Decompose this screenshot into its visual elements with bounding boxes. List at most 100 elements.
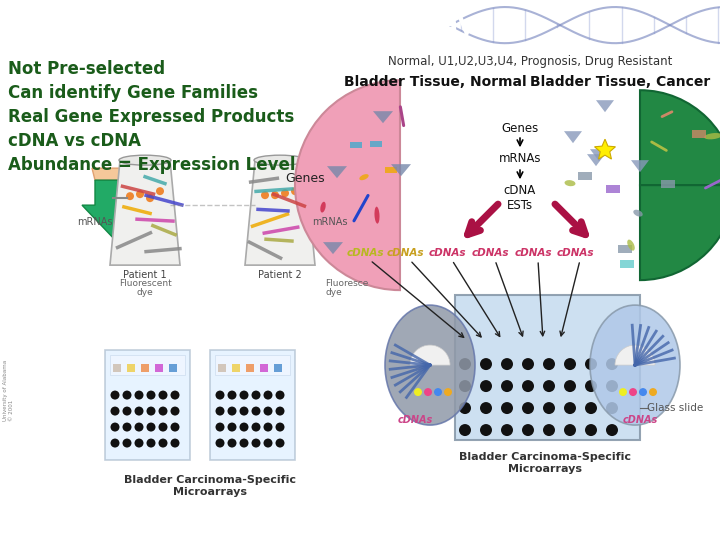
Circle shape [228,423,236,431]
Polygon shape [327,166,347,178]
Bar [141,364,149,372]
Circle shape [228,390,236,400]
Circle shape [135,423,143,431]
Polygon shape [564,131,582,143]
Text: Glass slide: Glass slide [647,403,703,413]
Circle shape [146,423,156,431]
Circle shape [215,423,225,431]
Circle shape [156,187,164,195]
Polygon shape [373,111,393,123]
Polygon shape [595,139,616,159]
Ellipse shape [119,155,171,165]
Circle shape [158,423,168,431]
Text: cDNAs: cDNAs [428,248,466,258]
Text: cDNA vs cDNA: cDNA vs cDNA [8,132,141,150]
Circle shape [158,438,168,448]
Circle shape [564,402,576,414]
Bar [620,260,634,268]
Circle shape [606,380,618,392]
Text: Bladder Tissue, Cancer: Bladder Tissue, Cancer [530,75,710,89]
Circle shape [522,358,534,370]
Circle shape [264,423,272,431]
Bar [110,355,185,375]
Circle shape [135,407,143,416]
Text: cDNAs: cDNAs [472,248,509,258]
Circle shape [543,402,555,414]
Circle shape [171,390,179,400]
Text: cDNAs: cDNAs [386,248,424,258]
Bar [385,167,397,173]
Ellipse shape [590,305,680,425]
Circle shape [501,380,513,392]
Circle shape [522,424,534,436]
Circle shape [135,390,143,400]
Text: cDNAs: cDNAs [514,248,552,258]
Polygon shape [82,180,158,245]
Circle shape [110,423,120,431]
Circle shape [480,424,492,436]
Text: dye: dye [325,288,342,297]
Bar [274,364,282,372]
Circle shape [240,438,248,448]
Ellipse shape [320,202,325,213]
Circle shape [251,423,261,431]
Circle shape [261,191,269,199]
Circle shape [146,390,156,400]
Circle shape [215,438,225,448]
Polygon shape [245,160,315,265]
Bar [692,130,706,138]
Circle shape [585,380,597,392]
Circle shape [110,390,120,400]
Circle shape [606,402,618,414]
Polygon shape [391,164,411,176]
Bar [169,364,177,372]
Bar [127,364,135,372]
Text: Bladder Carcinoma-Specific
Microarrays: Bladder Carcinoma-Specific Microarrays [124,475,296,497]
Text: EST & SAGE Based Microarray: EST & SAGE Based Microarray [8,11,475,39]
Circle shape [146,407,156,416]
Text: Fluorescent: Fluorescent [119,279,171,288]
Ellipse shape [385,305,475,425]
Circle shape [459,358,471,370]
Circle shape [564,358,576,370]
Circle shape [146,438,156,448]
Circle shape [639,388,647,396]
Circle shape [240,390,248,400]
Circle shape [110,407,120,416]
Circle shape [215,407,225,416]
Polygon shape [596,100,614,112]
Bar [578,172,592,180]
Circle shape [543,424,555,436]
Polygon shape [323,242,343,254]
Polygon shape [92,168,148,180]
Circle shape [585,424,597,436]
Circle shape [171,407,179,416]
Circle shape [649,388,657,396]
Text: Bladder Tissue, Normal: Bladder Tissue, Normal [343,75,526,89]
Text: Real Gene Expressed Products: Real Gene Expressed Products [8,108,294,126]
Bar [232,364,240,372]
Text: Not Pre-selected: Not Pre-selected [8,60,165,78]
Ellipse shape [704,133,720,139]
Circle shape [480,380,492,392]
Circle shape [619,388,627,396]
Circle shape [585,402,597,414]
Circle shape [215,390,225,400]
Polygon shape [631,160,649,172]
Circle shape [501,424,513,436]
Polygon shape [587,154,605,166]
Wedge shape [640,185,720,280]
Circle shape [424,388,432,396]
Bar [155,364,163,372]
Text: cDNAs: cDNAs [397,415,433,425]
Bar [260,364,268,372]
Circle shape [146,194,154,202]
Text: mRNAs: mRNAs [77,217,113,227]
Circle shape [228,407,236,416]
Bar [370,141,382,147]
Circle shape [480,402,492,414]
Circle shape [585,358,597,370]
Ellipse shape [374,207,379,224]
Text: Patient 1: Patient 1 [123,270,167,280]
Text: cDNAs: cDNAs [622,415,657,425]
